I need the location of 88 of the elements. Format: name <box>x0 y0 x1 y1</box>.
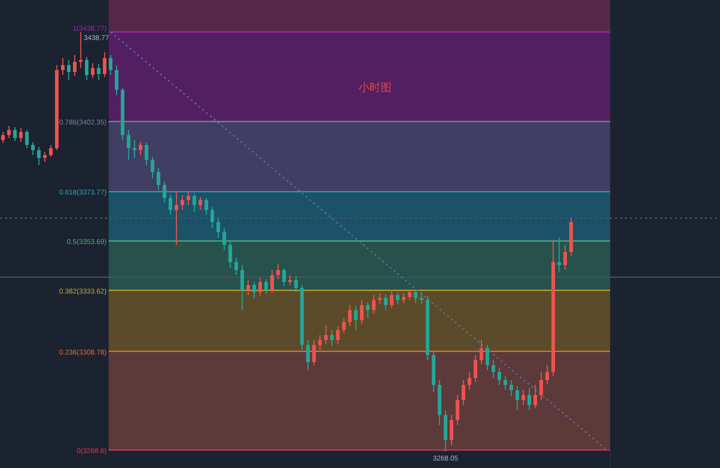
candlestick <box>192 192 196 213</box>
candlestick <box>510 380 514 397</box>
candlestick <box>336 326 340 344</box>
candlestick <box>557 238 561 272</box>
candlestick <box>498 368 502 386</box>
candlestick <box>408 288 412 300</box>
candlestick <box>378 292 382 305</box>
candlestick <box>25 129 29 149</box>
candlestick <box>210 206 214 228</box>
candlestick <box>204 198 208 216</box>
candlestick <box>156 168 160 191</box>
candlestick <box>49 144 53 158</box>
candlestick <box>162 182 166 204</box>
candlestick <box>294 276 298 293</box>
candlestick <box>132 140 136 158</box>
candlestick <box>354 306 358 330</box>
candlestick <box>545 364 549 384</box>
candlestick <box>144 142 148 166</box>
candlestick <box>61 57 65 76</box>
candlestick <box>516 385 520 411</box>
candlestick <box>96 64 100 81</box>
candlestick <box>390 290 394 309</box>
candlestick <box>216 217 220 239</box>
candlestick <box>114 64 118 96</box>
candlestick <box>330 329 334 346</box>
candlestick <box>288 274 292 286</box>
candlestick <box>240 264 244 311</box>
candlestick <box>384 294 388 311</box>
candlestick <box>222 227 226 251</box>
candlestick <box>492 360 496 379</box>
candlestick <box>396 292 400 305</box>
annotation: 小时图 <box>358 81 392 94</box>
candlestick <box>324 324 328 344</box>
candlestick <box>539 371 544 400</box>
candlestick <box>186 192 190 206</box>
candlestick <box>138 141 142 156</box>
candlestick <box>563 244 567 270</box>
candlestick <box>37 146 41 166</box>
candlestick <box>84 56 89 81</box>
candlestick <box>246 280 250 296</box>
candlestick <box>521 390 526 406</box>
candlestick <box>234 257 238 276</box>
candlestick <box>102 52 106 78</box>
candlestick <box>13 126 17 142</box>
candlestick <box>414 290 418 304</box>
candlestick <box>306 340 310 370</box>
candlestick <box>533 384 538 409</box>
candlestick <box>480 340 484 365</box>
candlestick <box>348 304 352 327</box>
candlestick <box>150 156 154 179</box>
candlestick <box>174 192 178 246</box>
candlestick <box>462 380 466 406</box>
candlestick <box>258 278 262 297</box>
candlestick <box>1 131 5 144</box>
candlestick <box>31 141 35 156</box>
candlestick <box>282 268 286 286</box>
candlestick <box>486 344 490 370</box>
candlestick <box>276 264 280 280</box>
candlestick <box>180 194 184 211</box>
candlestick <box>468 371 472 391</box>
candlestick <box>372 294 376 314</box>
candlestick <box>420 292 424 305</box>
candlestick <box>527 388 532 411</box>
candlestick <box>270 269 274 294</box>
candlestick <box>504 376 508 391</box>
candlestick <box>252 282 256 298</box>
candlestick <box>456 394 460 426</box>
candlestick <box>108 54 112 76</box>
candlestick <box>366 301 370 319</box>
candlestick <box>126 129 130 160</box>
candlestick <box>318 334 322 351</box>
candlestick <box>264 278 268 295</box>
candlestick <box>43 152 47 162</box>
candlestick <box>198 196 202 211</box>
candlestick <box>450 414 454 446</box>
candlestick <box>78 32 83 69</box>
candlestick <box>7 126 11 139</box>
candlestick <box>342 318 346 334</box>
candlestick <box>312 340 316 366</box>
candlestick <box>360 299 364 325</box>
candlestick <box>168 194 172 216</box>
candlestick <box>402 292 406 304</box>
candlestick <box>90 62 94 79</box>
candlestick <box>19 127 23 142</box>
candlestick <box>228 240 232 269</box>
candlestick <box>72 54 77 76</box>
candlestick <box>66 59 71 81</box>
candlestick <box>474 354 478 383</box>
